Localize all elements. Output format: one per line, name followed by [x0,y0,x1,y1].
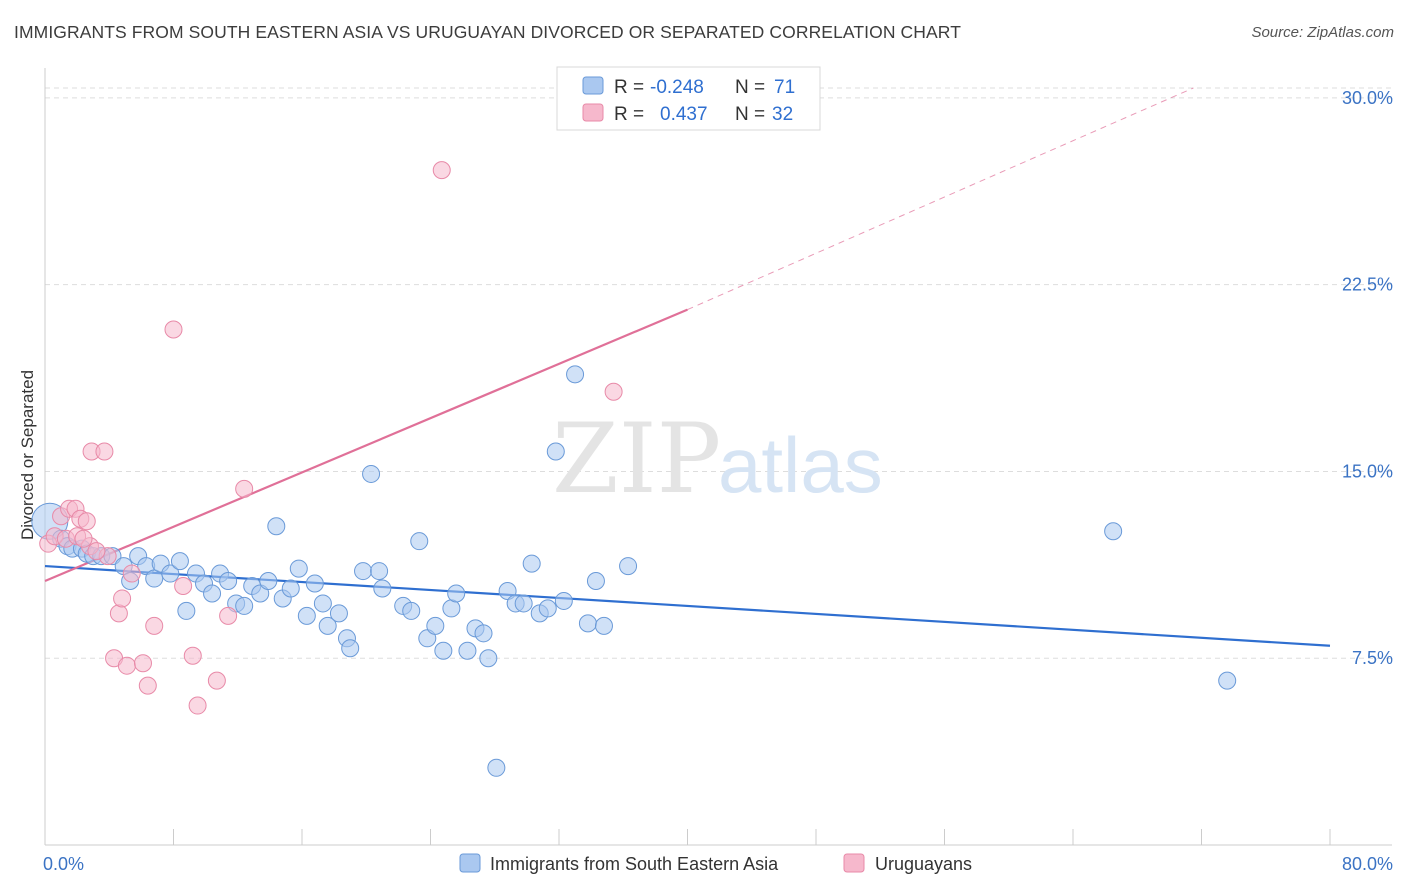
point-sea-immigrants [318,616,337,635]
point-sea-immigrants [354,562,373,581]
point-sea-immigrants [522,554,541,573]
series-legend-swatch-pink [843,853,865,873]
legend-n-value-blue: 71 [774,77,795,98]
legend-r-value-blue: -0.248 [650,77,704,98]
point-sea-immigrants [434,641,453,660]
data-points [31,161,1237,777]
point-sea-immigrants [289,559,308,578]
point-uruguayans [138,676,157,695]
point-sea-immigrants [447,584,466,603]
point-uruguayans [122,564,141,583]
point-sea-immigrants [538,599,557,618]
point-sea-immigrants [329,604,348,623]
point-sea-immigrants [362,464,381,483]
point-uruguayans [145,616,164,635]
axes-layer: 7.5% 15.0% 22.5% 30.0% 0.0% 80.0% Divorced or … [18,68,1393,874]
point-sea-immigrants [161,564,180,583]
point-uruguayans [117,656,136,675]
point-sea-immigrants [305,574,324,593]
point-uruguayans [164,320,183,339]
point-sea-immigrants [619,557,638,576]
point-uruguayans [604,382,623,401]
series-legend-swatch-blue [459,853,481,873]
point-sea-immigrants [267,517,286,536]
watermark: ZIP atlas [552,403,883,515]
point-sea-immigrants [145,569,164,588]
point-sea-immigrants [341,639,360,658]
point-uruguayans [235,479,254,498]
point-sea-immigrants [203,584,222,603]
point-uruguayans [207,671,226,690]
x-tick-label: 80.0% [1342,854,1393,874]
point-uruguayans [133,654,152,673]
point-sea-immigrants [546,442,565,461]
series-legend-label-pink: Uruguayans [875,854,972,874]
y-tick-label: 30.0% [1342,88,1393,108]
watermark-atlas: atlas [718,421,883,509]
point-uruguayans [174,577,193,596]
trendline-uruguayans [44,308,688,583]
point-sea-immigrants [1104,522,1123,541]
point-uruguayans [74,529,93,548]
point-sea-immigrants [170,552,189,571]
point-sea-immigrants [426,616,445,635]
point-sea-immigrants [586,572,605,591]
point-sea-immigrants [479,649,498,668]
point-sea-immigrants [313,594,332,613]
stats-legend: R = -0.248 N = 71 R = 0.437 N = 32 [556,66,821,131]
point-sea-immigrants [373,579,392,598]
point-sea-immigrants [297,606,316,625]
series-legend: Immigrants from South Eastern Asia Urugu… [459,853,972,874]
point-sea-immigrants [219,572,238,591]
x-tick-label: 0.0% [43,854,84,874]
trendline-sea-immigrants [44,564,1331,647]
point-sea-immigrants [370,562,389,581]
point-sea-immigrants [566,365,585,384]
source-label: Source: ZipAtlas.com [1251,24,1394,41]
watermark-zip: ZIP [552,403,721,515]
series-legend-label-blue: Immigrants from South Eastern Asia [490,854,779,874]
y-tick-label: 22.5% [1342,275,1393,295]
legend-n-label-pink: N = [735,104,765,125]
trendlines [44,87,1331,647]
y-axis-title: Divorced or Separated [18,370,37,540]
point-sea-immigrants [281,579,300,598]
point-uruguayans [109,604,128,623]
point-sea-immigrants [594,616,613,635]
point-sea-immigrants [554,591,573,610]
point-sea-immigrants [487,758,506,777]
trendline-uruguayans-extension [687,87,1194,311]
point-uruguayans [95,442,114,461]
point-uruguayans [183,646,202,665]
point-uruguayans [87,542,106,561]
point-sea-immigrants [177,601,196,620]
legend-n-value-pink: 32 [772,104,793,125]
legend-r-label-blue: R = [614,77,644,98]
point-sea-immigrants [514,594,533,613]
legend-r-label-pink: R = [614,104,644,125]
point-sea-immigrants [235,596,254,615]
legend-r-value-pink: 0.437 [660,104,708,125]
chart-title: IMMIGRANTS FROM SOUTH EASTERN ASIA VS UR… [14,22,962,42]
y-tick-label: 7.5% [1352,648,1393,668]
legend-n-label-blue: N = [735,77,765,98]
legend-swatch-blue [582,76,604,95]
legend-swatch-pink [582,103,604,122]
point-uruguayans [77,512,96,531]
point-sea-immigrants [458,641,477,660]
y-tick-label: 15.0% [1342,461,1393,481]
point-sea-immigrants [259,572,278,591]
point-uruguayans [219,606,238,625]
point-uruguayans [432,161,451,180]
point-sea-immigrants [1218,671,1237,690]
point-sea-immigrants [578,614,597,633]
point-sea-immigrants [474,624,493,643]
grid-layer [45,87,1392,659]
point-uruguayans [188,696,207,715]
point-sea-immigrants [442,599,461,618]
point-uruguayans [113,589,132,608]
point-sea-immigrants [402,601,421,620]
point-sea-immigrants [410,532,429,551]
